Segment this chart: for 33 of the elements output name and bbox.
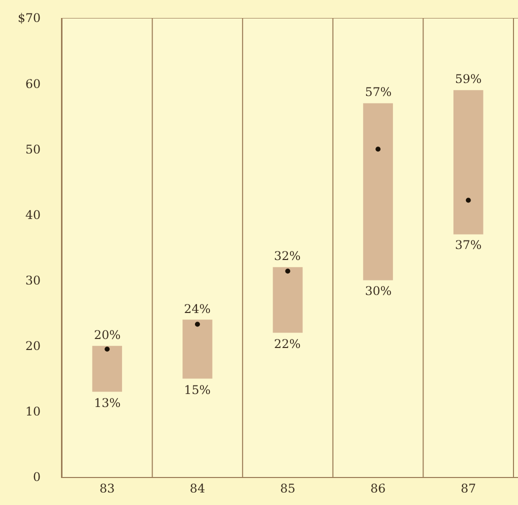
annotation: 22% — [274, 337, 301, 351]
point — [104, 346, 110, 352]
y-tick-label: 40 — [25, 208, 41, 222]
point — [285, 268, 290, 274]
annotation: 32% — [274, 249, 301, 263]
x-tick-label: 84 — [190, 481, 206, 496]
annotation: 59% — [455, 72, 482, 86]
y-tick-label: 30 — [25, 273, 41, 288]
y-tick-label: 0 — [32, 470, 41, 484]
annotation: 37% — [455, 238, 482, 252]
annotation: 24% — [184, 302, 211, 316]
annotation: 15% — [184, 383, 211, 397]
annotation: 13% — [94, 396, 121, 410]
y-tick-label: 50 — [25, 142, 41, 156]
point — [194, 322, 200, 327]
annotation: 30% — [365, 284, 392, 298]
y-tick-label: $70 — [18, 11, 41, 26]
point — [376, 146, 381, 152]
annotation: 57% — [365, 85, 392, 99]
x-tick-label: 85 — [280, 481, 296, 496]
bar — [182, 320, 212, 379]
x-tick-label: 83 — [100, 481, 115, 496]
annotation: 20% — [94, 328, 121, 342]
x-tick-label: 87 — [460, 481, 476, 496]
bar — [453, 90, 484, 234]
x-tick-label: 86 — [370, 481, 386, 496]
point — [466, 198, 471, 203]
y-tick-label: 60 — [25, 76, 41, 91]
y-tick-label: 20 — [25, 339, 41, 354]
bar — [363, 103, 393, 280]
y-tick-label: 10 — [25, 404, 41, 419]
bar — [272, 267, 303, 333]
bar — [92, 346, 122, 392]
